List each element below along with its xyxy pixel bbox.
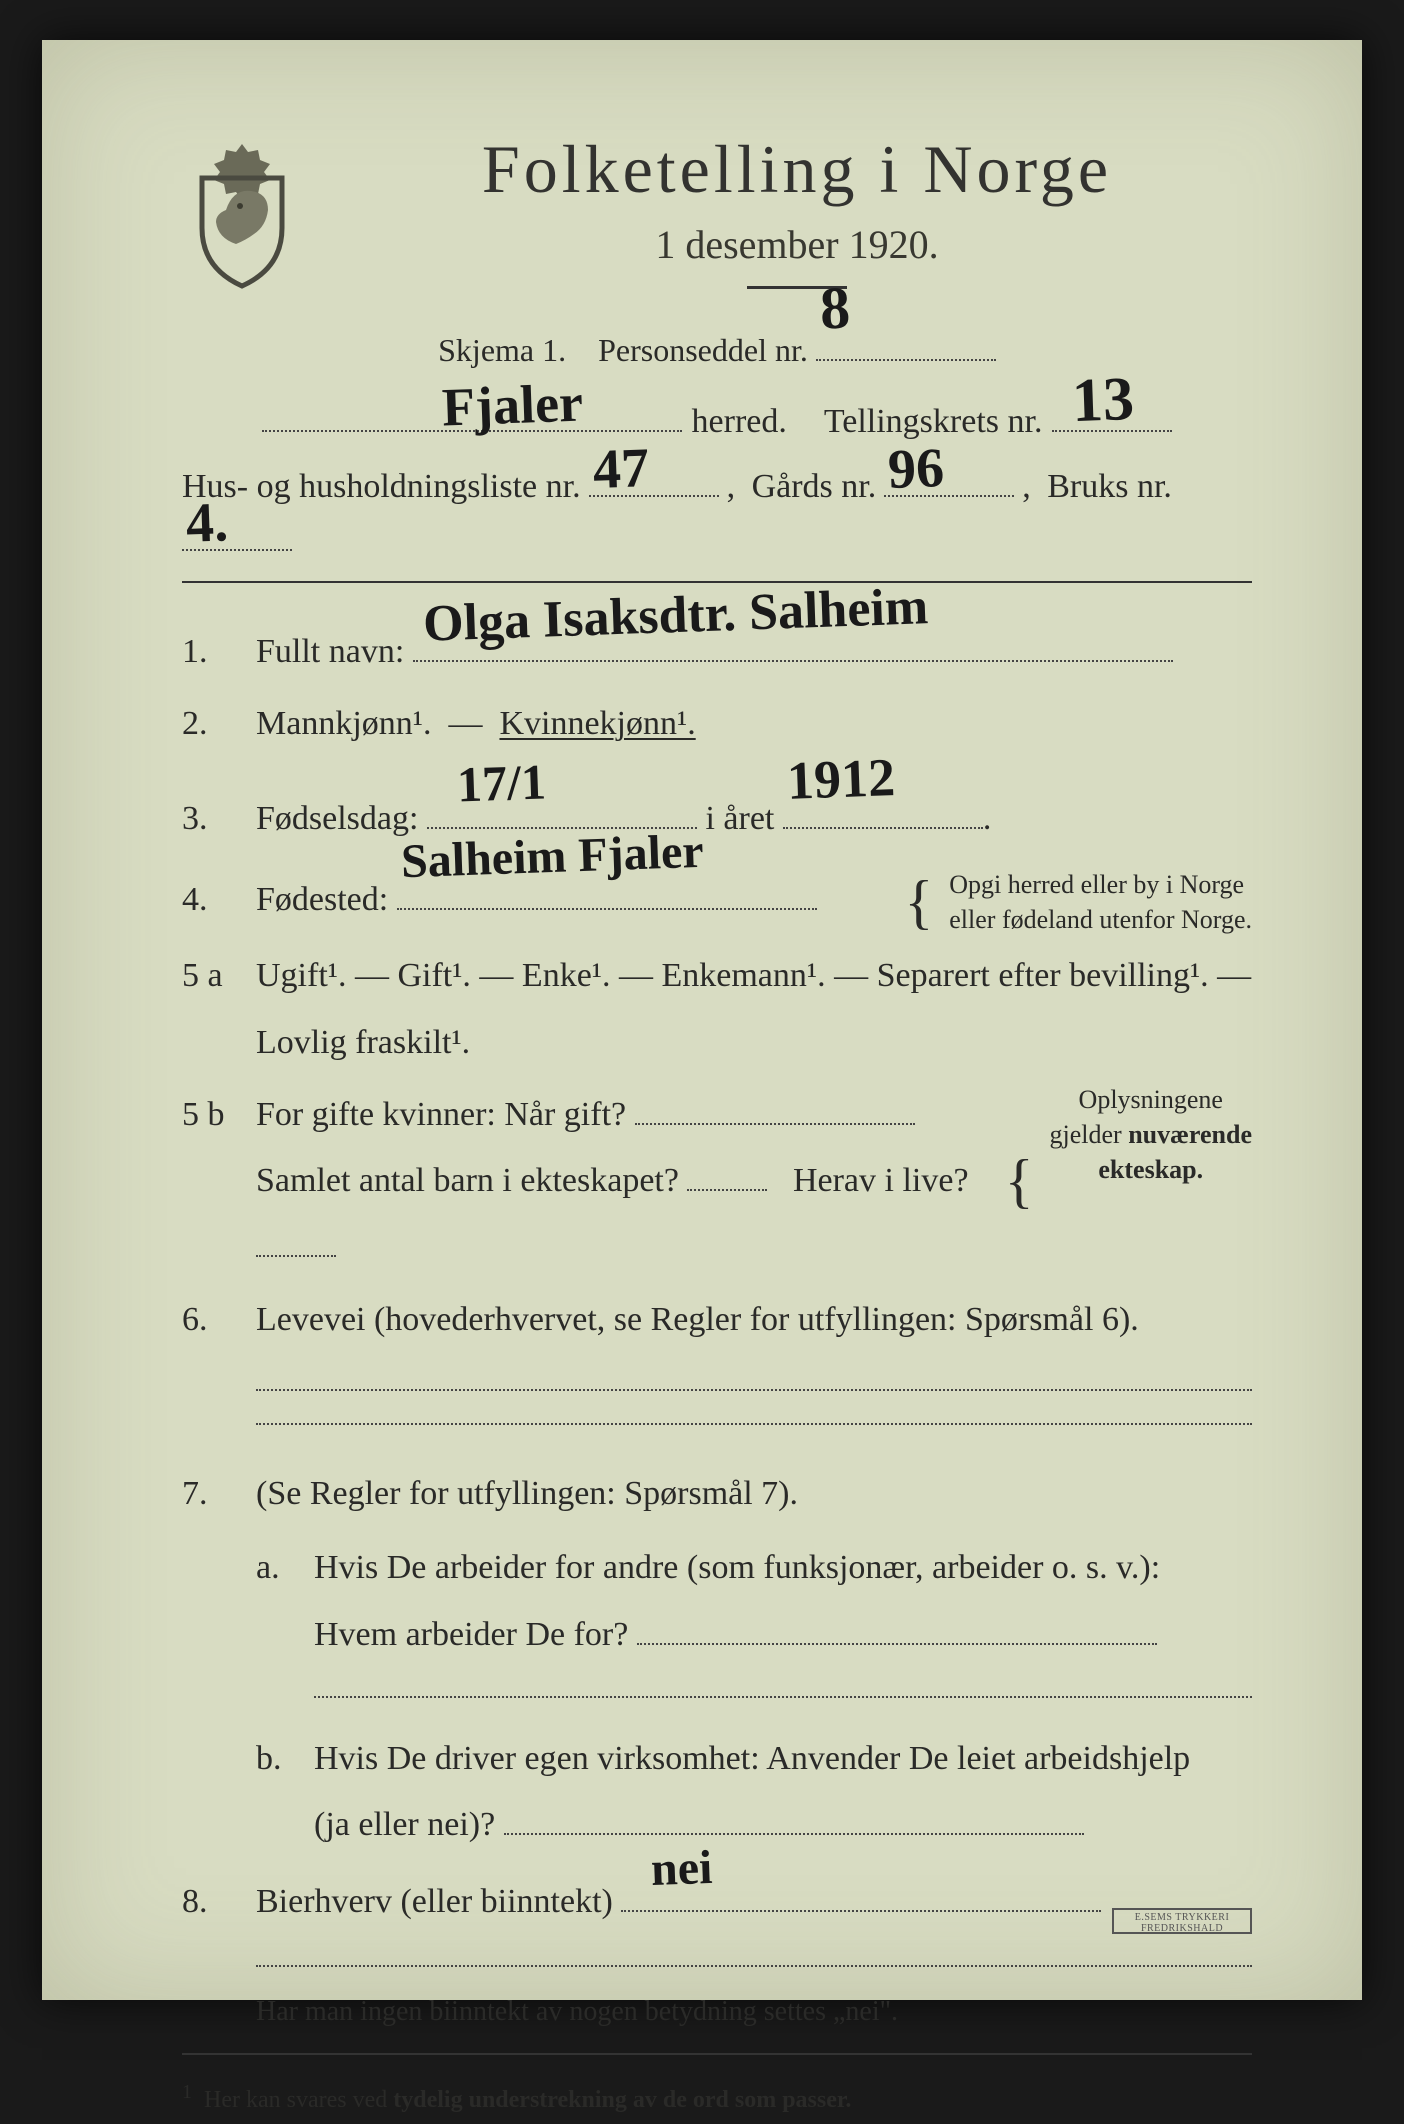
gards-field: 96: [884, 459, 1014, 496]
q4: 4. Fødested: Salheim Fjaler { Opgi herre…: [182, 867, 1252, 937]
q4-label: Fødested:: [256, 881, 388, 918]
footnote-bold: tydelig understrekning av de ord som pas…: [393, 2087, 851, 2113]
q8-num: 8.: [182, 1869, 238, 1935]
q3-year-field: 1912: [783, 791, 983, 828]
q7b-l2: (ja eller nei)?: [314, 1806, 495, 1843]
q4-value: Salheim Fjaler: [399, 805, 705, 909]
husholdning-field: 47: [589, 459, 719, 496]
bruks-value: 4.: [185, 490, 229, 555]
q1-num: 1.: [182, 619, 238, 685]
bruks-label: Bruks nr.: [1047, 468, 1172, 506]
q8: 8. Bierhverv (eller biinntekt) nei: [182, 1869, 1252, 1935]
q2: 2. Mannkjønn¹. — Kvinnekjønn¹.: [182, 691, 1252, 757]
q5b-note: Oplysningene gjelder nuværende ekteskap.: [1050, 1082, 1252, 1187]
footnote: 1 Her kan svares ved tydelig understrekn…: [182, 2073, 1252, 2124]
q7: 7. (Se Regler for utfyllingen: Spørsmål …: [182, 1461, 1252, 1858]
q4-note: Opgi herred eller by i Norge eller fødel…: [949, 867, 1252, 937]
q5a-num: 5 a: [182, 943, 238, 1009]
header-block: Folketelling i Norge 1 desember 1920.: [182, 130, 1252, 290]
q1-field: Olga Isaksdtr. Salheim: [413, 625, 1173, 662]
q5b-barn-field: [687, 1154, 767, 1191]
q2-male: Mannkjønn¹.: [256, 705, 431, 742]
gards-value: 96: [887, 436, 945, 502]
q5b: 5 b For gifte kvinner: Når gift? Samlet …: [182, 1082, 1252, 1281]
husholdning-label: Hus- og husholdningsliste nr.: [182, 468, 581, 506]
q8-label: Bierhverv (eller biinntekt): [256, 1883, 613, 1920]
q8-field: nei: [621, 1874, 1101, 1911]
bruks-field: 4.: [182, 514, 292, 551]
q5a-text: Ugift¹. — Gift¹. — Enke¹. — Enkemann¹. —…: [256, 943, 1252, 1009]
q4-num: 4.: [182, 867, 238, 933]
page-subtitle: 1 desember 1920.: [342, 221, 1252, 268]
brace-icon: {: [1005, 1157, 1034, 1205]
q5a-text2: Lovlig fraskilt¹.: [256, 1010, 1252, 1076]
tellingskrets-field: 13: [1052, 395, 1172, 432]
q7a-l1: Hvis De arbeider for andre (som funksjon…: [314, 1535, 1252, 1601]
q7b-field: [504, 1798, 1084, 1835]
q1: 1. Fullt navn: Olga Isaksdtr. Salheim: [182, 619, 1252, 685]
personseddel-label: Personseddel nr.: [598, 332, 808, 368]
q5b-gift-field: [635, 1087, 915, 1124]
husholdning-value: 47: [591, 436, 649, 502]
q5b-l2a: Samlet antal barn i ekteskapet?: [256, 1162, 679, 1199]
q5a: 5 a Ugift¹. — Gift¹. — Enke¹. — Enkemann…: [182, 943, 1252, 1076]
gards-label: Gårds nr.: [752, 468, 877, 506]
personseddel-field: 8: [816, 326, 996, 361]
q7-num: 7.: [182, 1461, 238, 1527]
q5b-note1: Oplysningene: [1050, 1082, 1252, 1117]
q3: 3. Fødselsdag: 17/1 i året 1912 .: [182, 764, 1252, 862]
q8-answer-line: [256, 1965, 1252, 1967]
q6-answer-line-2: [256, 1423, 1252, 1425]
q7a-answer-line: [314, 1696, 1252, 1698]
q5b-live-field: [256, 1220, 336, 1257]
q5b-l2b: Herav i live?: [793, 1162, 969, 1199]
footnote-text: Her kan svares ved: [204, 2087, 393, 2113]
form-id-line-2: Fjaler herred. Tellingskrets nr. 13: [182, 395, 1252, 441]
q2-num: 2.: [182, 691, 238, 757]
q4-note-1: Opgi herred eller by i Norge: [949, 867, 1252, 902]
bottom-rule: [182, 2053, 1252, 2055]
herred-label: herred.: [692, 403, 787, 441]
q1-label: Fullt navn:: [256, 633, 404, 670]
q1-value: Olga Isaksdtr. Salheim: [421, 556, 929, 675]
q3-label: Fødselsdag:: [256, 800, 418, 837]
herred-value: Fjaler: [440, 372, 583, 439]
form-id-line-3: Hus- og husholdningsliste nr. 47 , Gårds…: [182, 459, 1252, 551]
q7b-l1: Hvis De driver egen virksomhet: Anvender…: [314, 1726, 1252, 1792]
q6: 6. Levevei (hovederhvervet, se Regler fo…: [182, 1287, 1252, 1353]
q7-intro: (Se Regler for utfyllingen: Spørsmål 7).: [256, 1461, 1252, 1527]
q7a-field: [637, 1607, 1157, 1644]
q7b-num: b.: [256, 1726, 296, 1859]
q5b-l1a: For gifte kvinner: Når gift?: [256, 1096, 626, 1133]
q8-value: nei: [650, 1821, 715, 1917]
herred-field: Fjaler: [262, 395, 682, 432]
q7a-l2: Hvem arbeider De for?: [314, 1616, 628, 1653]
q7a-num: a.: [256, 1535, 296, 1726]
personseddel-value: 8: [818, 251, 852, 366]
q5b-note2: gjelder: [1050, 1120, 1129, 1149]
skjema-label: Skjema 1.: [438, 332, 566, 368]
printer-mark: E.SEMS TRYKKERI FREDRIKSHALD: [1112, 1908, 1252, 1934]
title-block: Folketelling i Norge 1 desember 1920.: [342, 130, 1252, 289]
q3-num: 3.: [182, 786, 238, 852]
q4-field: Salheim Fjaler: [397, 873, 817, 910]
brace-icon: {: [904, 878, 933, 926]
q6-num: 6.: [182, 1287, 238, 1353]
page-title: Folketelling i Norge: [342, 130, 1252, 209]
foot-line: Har man ingen biinntekt av nogen betydni…: [256, 1985, 1252, 2040]
q5b-note3: ekteskap.: [1098, 1155, 1203, 1184]
census-form-page: Folketelling i Norge 1 desember 1920. Sk…: [42, 40, 1362, 2000]
q5b-note2b: nuværende: [1128, 1120, 1252, 1149]
question-list: 1. Fullt navn: Olga Isaksdtr. Salheim 2.…: [182, 619, 1252, 2124]
q6-text: Levevei (hovederhvervet, se Regler for u…: [256, 1287, 1252, 1353]
q3-year: 1912: [785, 725, 897, 834]
q5b-num: 5 b: [182, 1082, 238, 1148]
q3-mid: i året: [705, 800, 774, 837]
coat-of-arms-icon: [182, 140, 302, 290]
q6-answer-line-1: [256, 1389, 1252, 1391]
footnote-num: 1: [182, 2081, 192, 2103]
tellingskrets-value: 13: [1071, 364, 1135, 437]
q4-note-2: eller fødeland utenfor Norge.: [949, 902, 1252, 937]
